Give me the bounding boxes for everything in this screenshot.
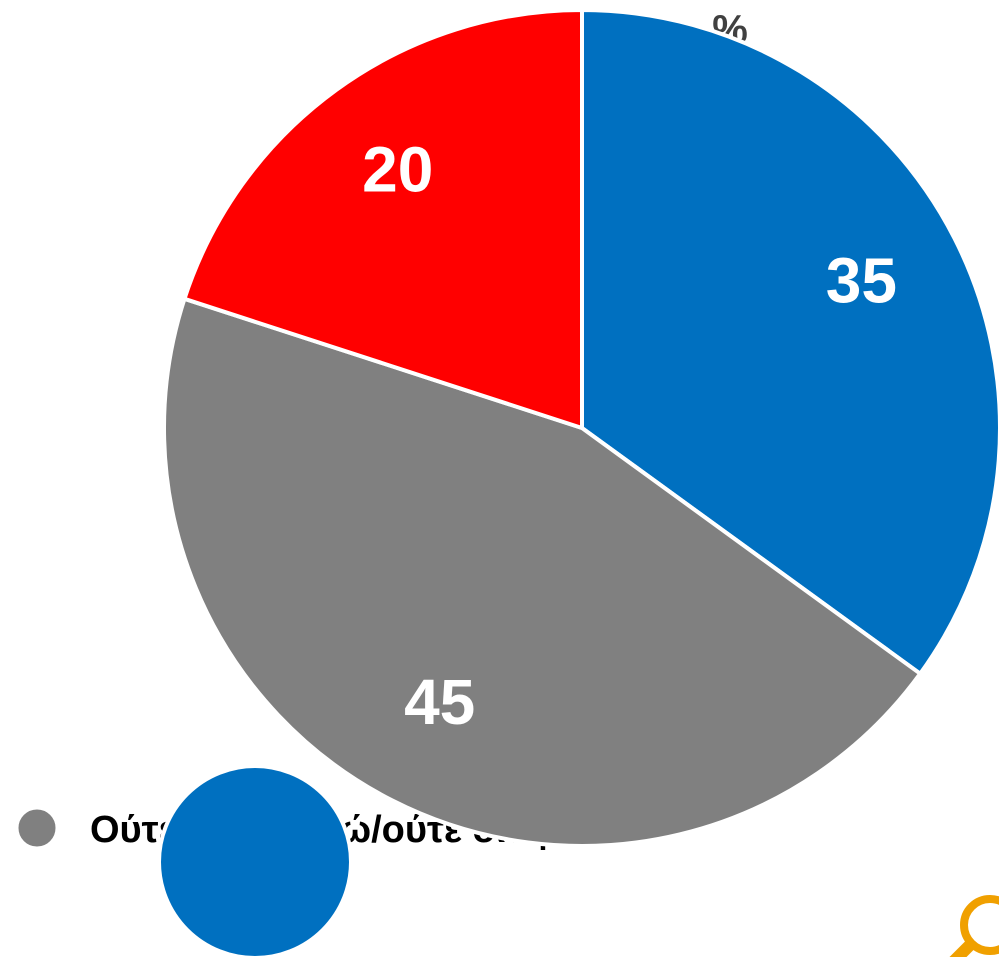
pie-slice [580,7,999,677]
pie-slice [162,296,923,848]
zoom-icon[interactable] [949,895,999,957]
data-label: 45 [404,666,475,738]
data-label: 35 [826,245,897,317]
data-label: 20 [362,133,433,205]
zoom-icon-handle [949,939,976,957]
pie-slice [181,7,584,431]
zoom-icon-lens [960,895,999,955]
legend-marker [157,764,353,957]
legend-marker [15,806,59,850]
